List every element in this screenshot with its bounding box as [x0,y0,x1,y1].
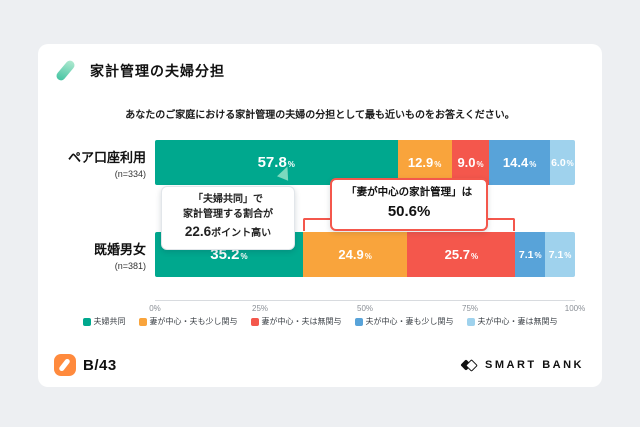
segment-value-label: 6.0% [551,156,574,169]
b43-app-icon [54,354,76,376]
chart-plot: 57.8% 12.9% 9.0% 14.4% 6.0% 35.2% 24.9% 25.7% 7… [149,132,585,318]
annotation-line: 「夫婦共同」で [193,194,263,205]
segment-unit-label: % [364,252,372,261]
annotation-line: 「妻が中心の家計管理」は [346,186,473,198]
x-tick-label: 50% [356,304,374,313]
legend-label: 夫婦共同 [93,317,126,326]
segment-unit-label: % [566,158,574,168]
bar-segment: 7.1% [515,232,546,277]
bar-segment: 14.4% [489,140,550,185]
smartbank-mark-icon [460,358,478,372]
report-card: 家計管理の夫婦分担 あなたのご家庭における家計管理の夫婦の分担として最も近いもの… [38,44,602,387]
legend-swatch [138,317,147,326]
legend-label: 妻が中心・夫も少し関与 [149,317,238,326]
legend-item: 妻が中心・夫も少し関与 [138,316,238,327]
annotation-suffix: ポイント高い [211,228,272,239]
category-sample-size: (n=334) [114,168,146,179]
segment-value-label: 7.1% [548,248,572,261]
segment-value-label: 25.7% [444,247,479,262]
legend-label: 夫が中心・妻も少し関与 [365,317,454,326]
bar-segment: 24.9% [302,232,408,277]
annotation-wife-centered: 「妻が中心の家計管理」は 50.6% [330,178,489,232]
legend-swatch [82,317,91,326]
category-label-pair-account: ペア口座利用 (n=334) [38,140,146,185]
legend-item: 夫が中心・妻も少し関与 [354,316,454,327]
legend-item: 夫婦共同 [82,316,126,327]
brush-slash-icon [54,58,77,83]
segment-value-label: 7.1% [518,248,542,261]
bar-segment: 7.1% [545,232,575,277]
x-axis-line [155,300,575,301]
segment-unit-label: % [564,250,572,260]
segment-value-label: 57.8% [257,154,295,171]
x-tick-label: 25% [251,304,269,313]
legend-item: 妻が中心・夫は無関与 [250,316,342,327]
legend-swatch [250,317,259,326]
segment-unit-label: % [476,160,484,169]
b43-logo-text: B/43 [83,356,117,374]
bar-segment: 25.7% [407,232,516,277]
annotation-value: 22.6 [184,224,212,239]
page-title: 家計管理の夫婦分担 [90,63,225,79]
survey-question: あなたのご家庭における家計管理の夫婦の分担として最も近いものをお答えください。 [125,110,515,121]
segment-unit-label: % [287,160,295,169]
category-name: 既婚男女 [93,241,146,257]
bar-segment: 6.0% [549,140,576,185]
legend-item: 夫が中心・妻は無関与 [466,316,558,327]
card-header: 家計管理の夫婦分担 [54,58,225,84]
segment-unit-label: % [434,160,442,169]
segment-unit-label: % [529,160,537,169]
legend-label: 夫が中心・妻は無関与 [477,317,558,326]
x-tick-label: 100% [564,304,586,313]
brush-slash-icon-shape [54,58,77,83]
annotation-value: 50.6% [387,202,431,220]
category-label-married: 既婚男女 (n=381) [38,232,146,277]
segment-unit-label: % [534,250,542,260]
x-tick-label: 0% [149,304,161,313]
smartbank-logo: SMART BANK [460,358,584,372]
segment-unit-label: % [240,252,248,261]
segment-value-label: 35.2% [210,246,248,263]
category-name: ペア口座利用 [67,149,146,165]
x-tick-label: 75% [461,304,479,313]
stacked-bar-pair-account: 57.8% 12.9% 9.0% 14.4% 6.0% [155,140,576,185]
legend-swatch [354,317,363,326]
bar-segment: 57.8% [155,140,398,185]
segment-value-label: 14.4% [502,155,537,170]
pencil-slash-icon [58,357,71,373]
category-sample-size: (n=381) [114,260,146,271]
bar-segment: 12.9% [397,140,452,185]
annotation-value-line: 22.6ポイント高い [164,222,292,242]
smartbank-logo-text: SMART BANK [485,359,584,371]
segment-unit-label: % [470,252,479,261]
legend: 夫婦共同 妻が中心・夫も少し関与 妻が中心・夫は無関与 夫が中心・妻も少し関与 夫が中心… [38,316,602,327]
annotation-joint-gap: 「夫婦共同」で 家計管理する割合が 22.6ポイント高い [161,186,295,250]
legend-label: 妻が中心・夫は無関与 [261,317,342,326]
segment-value-label: 9.0% [457,155,484,170]
x-axis-ticks: 0% 25% 50% 75% 100% [149,304,585,316]
bar-segment: 9.0% [451,140,490,185]
legend-swatch [466,317,475,326]
segment-value-label: 24.9% [338,247,372,262]
b43-logo: B/43 [54,354,117,376]
segment-value-label: 12.9% [407,155,442,170]
annotation-line: 家計管理する割合が [183,208,273,220]
